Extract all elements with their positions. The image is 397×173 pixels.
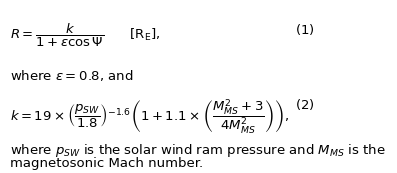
- Text: $(1)$: $(1)$: [295, 22, 315, 37]
- Text: $k = 19 \times \left(\dfrac{p_{SW}}{1.8}\right)^{-1.6} \left(1 + 1.1 \times \lef: $k = 19 \times \left(\dfrac{p_{SW}}{1.8}…: [10, 97, 289, 136]
- Text: magnetosonic Mach number.: magnetosonic Mach number.: [10, 157, 203, 170]
- Text: $R = \dfrac{k}{1 + \epsilon \cos \Psi} \qquad [\mathrm{R_E}],$: $R = \dfrac{k}{1 + \epsilon \cos \Psi} \…: [10, 22, 160, 49]
- Text: where $p_{SW}$ is the solar wind ram pressure and $M_{MS}$ is the: where $p_{SW}$ is the solar wind ram pre…: [10, 142, 385, 159]
- Text: $(2)$: $(2)$: [295, 97, 315, 112]
- Text: where $\epsilon = 0.8$, and: where $\epsilon = 0.8$, and: [10, 68, 133, 83]
